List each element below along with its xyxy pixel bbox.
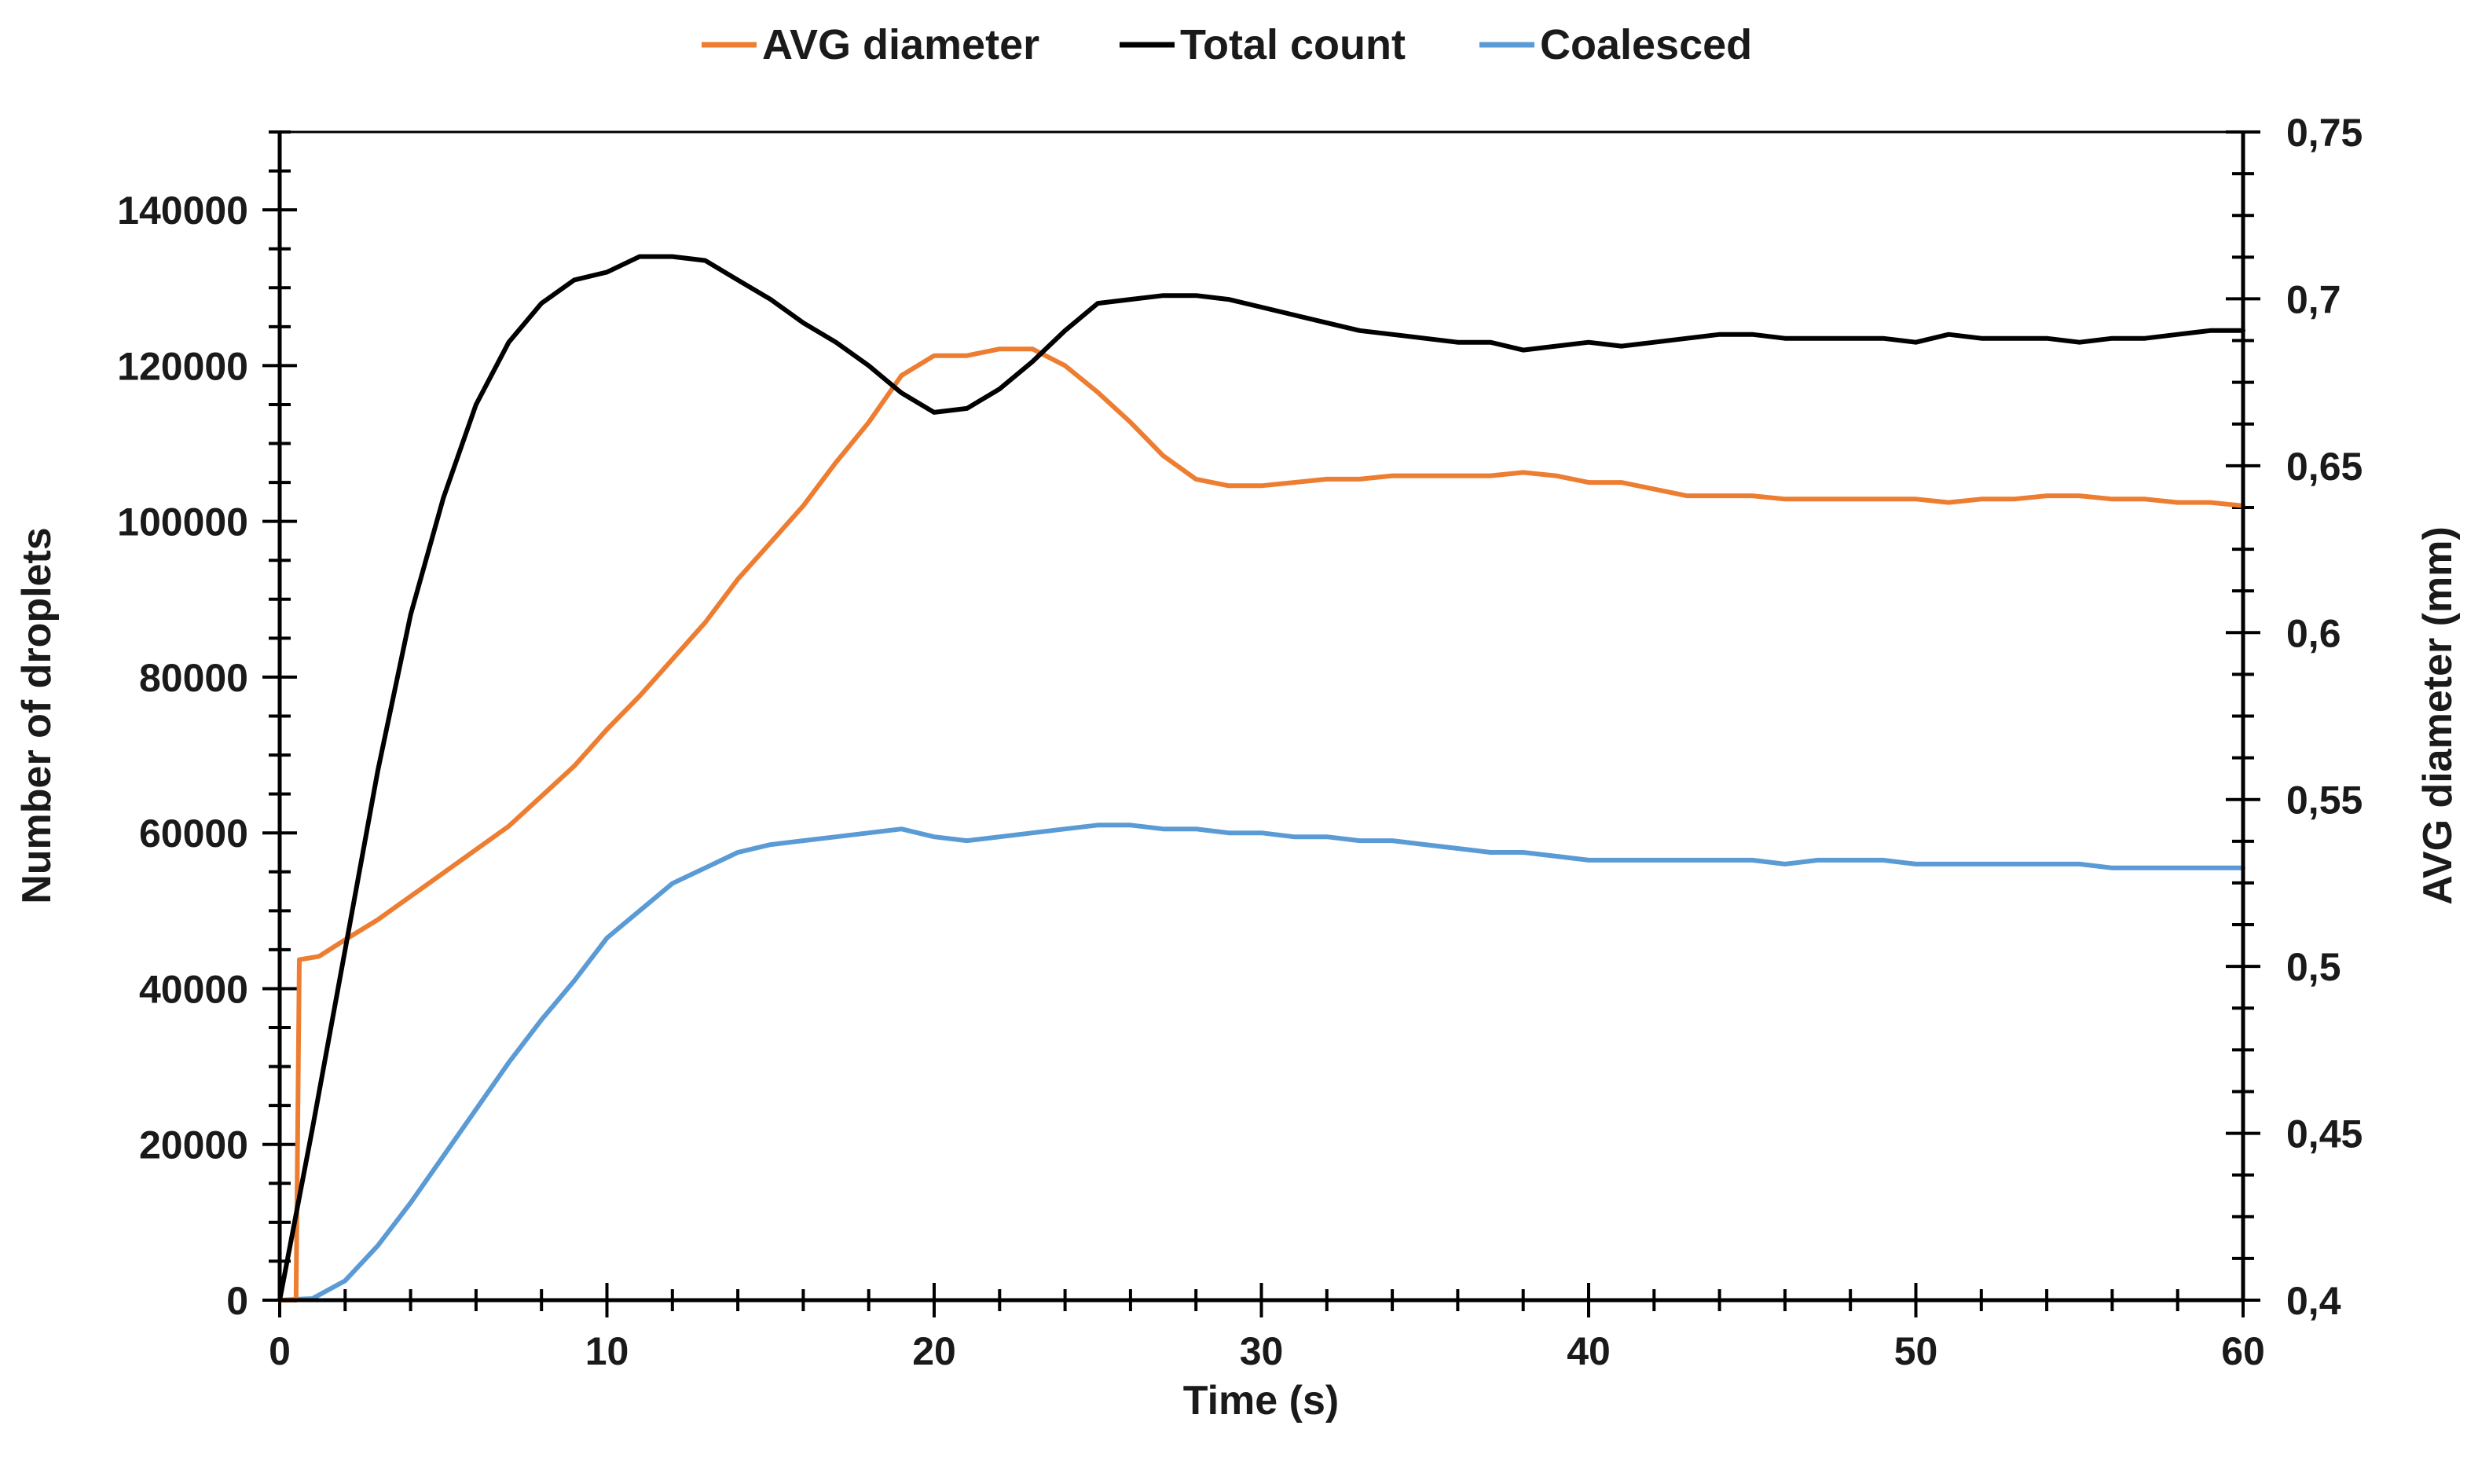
series-line-avg-diameter [277,346,2245,1303]
y-right-tick-label: 0,7 [2286,277,2341,321]
y-left-axis-title: Number of droplets [14,527,60,904]
y-right-axis-title: AVG diameter (mm) [2415,526,2461,905]
x-tick-label: 60 [2221,1329,2265,1373]
y-left-tick-label: 60000 [139,812,248,856]
y-right-tick-label: 0,6 [2286,611,2341,655]
y-left-tick-label: 20000 [139,1123,248,1167]
y-right-tick-label: 0,45 [2286,1112,2363,1156]
x-tick-label: 50 [1894,1329,1938,1373]
y-right-axis-tick-labels: 0,4 0,45 0,5 0,55 0,6 0,65 0,7 0,75 [2286,111,2363,1323]
y-left-tick-label: 40000 [139,967,248,1011]
x-tick-label: 20 [912,1329,956,1373]
x-tick-label: 30 [1240,1329,1284,1373]
x-axis-title: Time (s) [1183,1378,1339,1424]
y-right-tick-label: 0,4 [2286,1279,2341,1323]
series-line-total-count [277,254,2245,1303]
y-right-tick-label: 0,5 [2286,945,2341,989]
x-tick-label: 10 [585,1329,629,1373]
axes [277,132,2245,1303]
y-left-axis-tick-labels: 0 20000 40000 60000 80000 100000 120000 140000 [117,189,248,1323]
legend-label-avg-diameter: AVG diameter [762,21,1039,68]
y-left-tick-label: 0 [226,1279,248,1323]
series-layer [277,254,2245,1303]
legend: AVG diameter Total count Coalesced [702,21,1752,68]
x-axis-tick-labels: 0 10 20 30 40 50 60 [269,1329,2265,1373]
y-left-tick-label: 140000 [117,189,248,233]
legend-label-coalesced: Coalesced [1540,21,1752,68]
y-right-tick-label: 0,55 [2286,779,2363,823]
x-tick-label: 40 [1567,1329,1611,1373]
y-right-tick-label: 0,65 [2286,445,2363,489]
y-left-tick-label: 80000 [139,656,248,700]
x-tick-label: 0 [269,1329,291,1373]
series-line-coalesced [277,823,2245,1303]
y-right-tick-label: 0,75 [2286,111,2363,155]
y-left-tick-label: 120000 [117,344,248,388]
y-left-tick-label: 100000 [117,500,248,544]
legend-label-total-count: Total count [1180,21,1406,68]
